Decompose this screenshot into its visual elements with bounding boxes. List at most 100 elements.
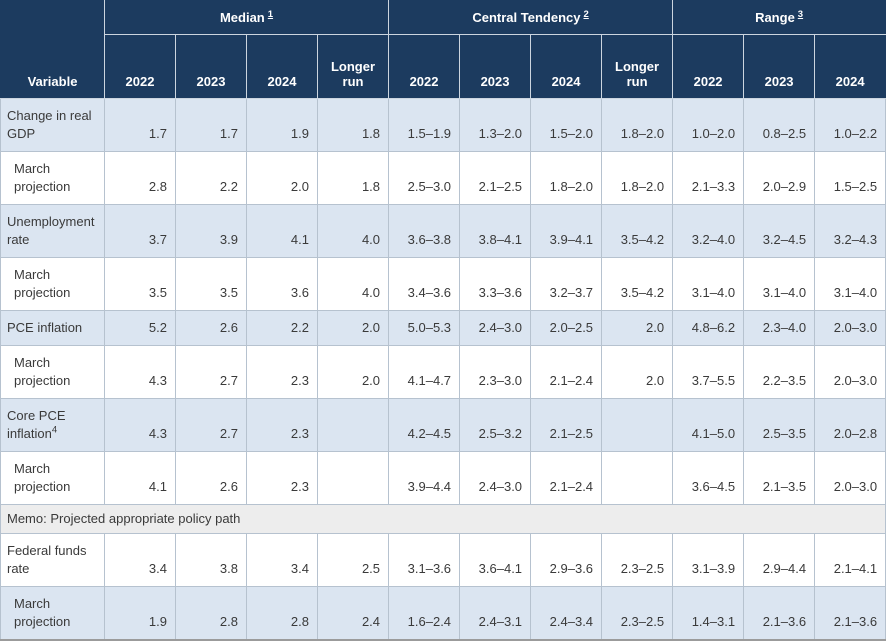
value-cell: 2.2 — [246, 310, 318, 346]
row-label: Core PCE inflation4 — [0, 398, 105, 452]
value-cell: 3.9–4.4 — [388, 451, 461, 505]
value-cell: 2.1–2.4 — [530, 345, 603, 399]
group-header-median: Median 1 — [103, 0, 390, 35]
value-cell: 2.2 — [175, 151, 247, 205]
value-cell: 2.9–4.4 — [743, 533, 816, 587]
value-cell: 1.5–2.5 — [814, 151, 887, 205]
table-row-march-projection: March projection 4.3 2.7 2.3 2.0 4.1–4.7 2.3–3… — [0, 345, 887, 399]
value-cell: 3.5 — [175, 257, 247, 311]
row-label-text: March projection — [14, 596, 71, 629]
value-cell: 3.4 — [104, 533, 176, 587]
value-cell: 2.4–3.4 — [530, 586, 603, 641]
value-cell: 2.9–3.6 — [530, 533, 603, 587]
value-cell: 1.5–2.0 — [530, 98, 603, 152]
value-cell: 4.0 — [316, 204, 390, 258]
year-header-median-2024: 2024 — [246, 34, 318, 99]
row-label: PCE inflation — [0, 310, 105, 346]
row-label: Change in real GDP — [0, 98, 105, 152]
value-cell: 2.5 — [316, 533, 390, 587]
year-header-median-2022: 2022 — [104, 34, 176, 99]
value-cell: 3.1–4.0 — [814, 257, 887, 311]
value-cell: 2.0–3.0 — [814, 310, 887, 346]
value-cell: 1.7 — [104, 98, 176, 152]
row-label-text: March projection — [14, 161, 71, 194]
value-cell: 3.1–4.0 — [743, 257, 816, 311]
value-cell: 4.1 — [246, 204, 318, 258]
value-cell: 3.5 — [104, 257, 176, 311]
value-cell: 2.8 — [104, 151, 176, 205]
footnote-3-link[interactable]: 3 — [797, 8, 804, 20]
table-body: Change in real GDP 1.7 1.7 1.9 1.8 1.5–1.9 1.3… — [0, 98, 887, 641]
value-cell: 2.5–3.0 — [388, 151, 461, 205]
value-cell: 3.6–4.5 — [672, 451, 745, 505]
value-cell: 2.7 — [175, 345, 247, 399]
value-cell: 3.1–3.6 — [388, 533, 461, 587]
value-cell: 2.0 — [246, 151, 318, 205]
value-cell: 1.3–2.0 — [459, 98, 532, 152]
value-cell: 2.0–2.8 — [814, 398, 887, 452]
group-header-range: Range 3 — [672, 0, 887, 35]
value-cell: 1.4–3.1 — [672, 586, 745, 641]
value-cell: 2.8 — [246, 586, 318, 641]
memo-row: Memo: Projected appropriate policy path — [0, 504, 887, 534]
value-cell: 2.5–3.5 — [743, 398, 816, 452]
value-cell: 2.1–2.5 — [530, 398, 603, 452]
footnote-4-marker[interactable]: 4 — [51, 424, 58, 436]
value-cell: 2.1–2.4 — [530, 451, 603, 505]
row-label-text: Unemployment rate — [7, 214, 95, 247]
value-cell: 2.3 — [246, 398, 318, 452]
year-header-median-longer-run: Longer run — [316, 34, 390, 99]
value-cell — [316, 398, 390, 452]
row-label: March projection — [0, 345, 105, 399]
value-cell: 2.8 — [175, 586, 247, 641]
value-cell: 3.2–4.5 — [743, 204, 816, 258]
row-label-text: Change in real GDP — [7, 108, 92, 141]
value-cell: 2.0 — [316, 310, 390, 346]
row-label-text: Core PCE inflation — [7, 408, 66, 441]
row-label: Federal funds rate — [0, 533, 105, 587]
value-cell: 3.6–4.1 — [459, 533, 532, 587]
value-cell: 1.5–1.9 — [388, 98, 461, 152]
value-cell: 2.0–3.0 — [814, 451, 887, 505]
value-cell: 2.1–4.1 — [814, 533, 887, 587]
value-cell — [601, 451, 674, 505]
value-cell: 3.4–3.6 — [388, 257, 461, 311]
table-row-march-projection: March projection 4.1 2.6 2.3 3.9–4.4 2.4–3.0 2… — [0, 451, 887, 505]
value-cell: 1.8–2.0 — [530, 151, 603, 205]
year-header-median-2023: 2023 — [175, 34, 247, 99]
year-header-central-tendency-2023: 2023 — [459, 34, 532, 99]
value-cell: 2.3–2.5 — [601, 586, 674, 641]
year-header-range-2023: 2023 — [743, 34, 816, 99]
value-cell: 2.4–3.0 — [459, 451, 532, 505]
year-header-range-2024: 2024 — [814, 34, 887, 99]
value-cell: 5.2 — [104, 310, 176, 346]
row-label-text: March projection — [14, 267, 71, 300]
value-cell: 2.0 — [601, 345, 674, 399]
value-cell: 2.1–3.6 — [743, 586, 816, 641]
value-cell: 2.1–3.5 — [743, 451, 816, 505]
footnote-2-link[interactable]: 2 — [583, 8, 589, 20]
value-cell: 1.8 — [316, 151, 390, 205]
value-cell: 3.7 — [104, 204, 176, 258]
value-cell: 4.1–4.7 — [388, 345, 461, 399]
value-cell: 2.7 — [175, 398, 247, 452]
value-cell: 5.0–5.3 — [388, 310, 461, 346]
group-header-label: Range — [755, 10, 795, 25]
row-label: Unemployment rate — [0, 204, 105, 258]
value-cell: 3.9 — [175, 204, 247, 258]
value-cell: 3.8–4.1 — [459, 204, 532, 258]
value-cell: 3.6–3.8 — [388, 204, 461, 258]
footnote-1-link[interactable]: 1 — [267, 8, 274, 20]
year-header-range-2022: 2022 — [672, 34, 745, 99]
value-cell: 4.8–6.2 — [672, 310, 745, 346]
value-cell: 0.8–2.5 — [743, 98, 816, 152]
value-cell: 2.0–2.5 — [530, 310, 603, 346]
row-label: March projection — [0, 451, 105, 505]
year-header-central-tendency-2022: 2022 — [388, 34, 461, 99]
value-cell: 4.1–5.0 — [672, 398, 745, 452]
row-label-text: March projection — [14, 355, 71, 388]
value-cell — [601, 398, 674, 452]
value-cell: 2.0 — [316, 345, 390, 399]
value-cell: 2.4–3.1 — [459, 586, 532, 641]
